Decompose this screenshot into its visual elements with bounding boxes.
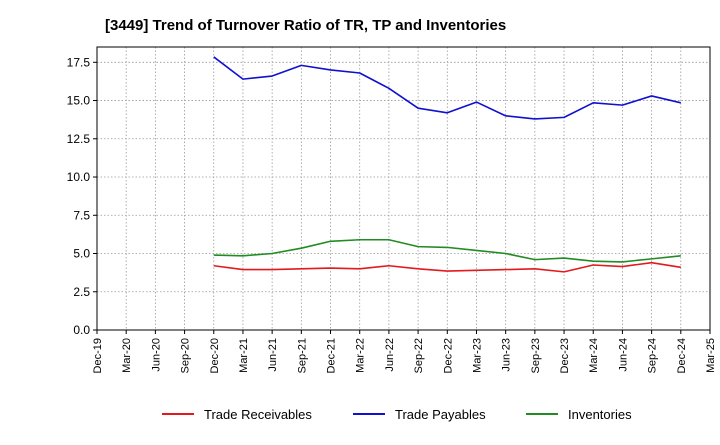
x-tick-label: Jun-24 [617,338,629,372]
y-tick-label: 10.0 [67,170,91,184]
x-tick-label: Jun-23 [501,338,513,372]
x-tick-label: Jun-20 [150,338,162,372]
y-tick-label: 12.5 [67,132,91,146]
x-tick-label: Mar-22 [355,338,367,373]
x-tick-label: Mar-20 [121,338,133,373]
x-tick-label: Jun-22 [384,338,396,372]
x-tick-label: Dec-24 [676,338,688,373]
x-tick-label: Sep-21 [296,338,308,373]
plot-frame [96,46,711,331]
x-tick-label: Dec-20 [209,338,221,373]
x-tick-label: Mar-24 [588,338,600,373]
x-tick-label: Dec-23 [559,338,571,373]
x-tick-label: Sep-24 [647,338,659,373]
plot-area [97,47,710,330]
y-tick-label: 5.0 [73,247,90,261]
y-tick-label: 7.5 [73,208,90,222]
legend-label: Trade Payables [395,407,486,422]
x-tick-label: Sep-23 [530,338,542,373]
series-line-2 [213,238,681,263]
y-tick-label: 15.0 [67,94,91,108]
legend-label: Inventories [568,407,632,422]
y-tick-label: 17.5 [67,55,91,69]
axes: Dec-19 Mar-20 Jun-20 Sep-20 Dec-20 Mar-21 Jun-… [67,46,717,373]
series-line-1 [213,56,681,120]
legend-label: Trade Receivables [204,407,312,422]
legend-item-0: Trade Receivables [162,407,312,422]
x-tick-label: Mar-21 [238,338,250,373]
x-tick-label: Dec-21 [326,338,338,373]
y-tick-label: 2.5 [73,285,90,299]
x-tick-label: Dec-19 [92,338,104,373]
series-lines [213,56,681,273]
legend-item-2: Inventories [526,407,632,422]
x-tick-label: Dec-22 [442,338,454,373]
chart-title: [3449] Trend of Turnover Ratio of TR, TP… [105,17,506,34]
plot-background [97,47,710,330]
x-tick-label: Mar-23 [471,338,483,373]
series-line-0 [213,261,681,273]
grid-lines [97,47,710,330]
x-tick-label: Sep-22 [413,338,425,373]
x-tick-label: Jun-21 [267,338,279,372]
legend: Trade Receivables Trade Payables Inventori… [162,407,632,422]
x-tick-label: Sep-20 [180,338,192,373]
legend-item-1: Trade Payables [353,407,486,422]
x-tick-label: Mar-25 [705,338,717,373]
y-tick-label: 0.0 [73,323,90,337]
